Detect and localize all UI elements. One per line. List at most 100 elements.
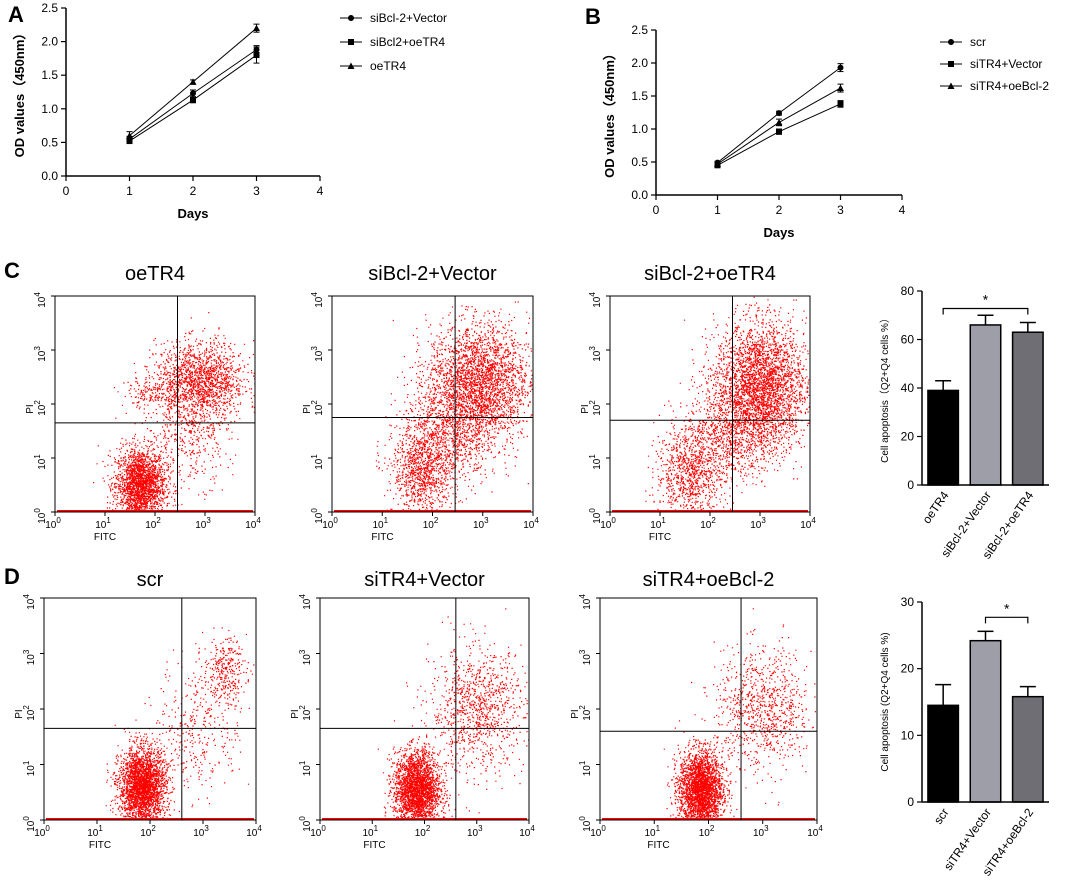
- data-point: [776, 128, 782, 135]
- x-tick-label: 1: [714, 203, 721, 217]
- tick-base: 10: [582, 820, 593, 832]
- significance-bracket: [984, 616, 1029, 624]
- tick-base: 10: [302, 765, 313, 777]
- tick-base: 10: [314, 512, 325, 524]
- x-tick-label: 3: [837, 203, 844, 217]
- flow-x-tick-label: 103: [473, 516, 489, 531]
- flow-y-tick-label: 101: [33, 454, 48, 470]
- y-tick-label: 80: [901, 284, 915, 298]
- tick-exponent: 1: [578, 760, 587, 765]
- flow-x-tick-label: 101: [87, 824, 103, 839]
- x-tick-label: 2: [776, 203, 783, 217]
- tick-exponent: 0: [45, 824, 50, 833]
- flow-y-tick-label: 104: [588, 292, 603, 308]
- tick-exponent: 0: [578, 816, 587, 821]
- flow-x-tick-label: 100: [34, 824, 50, 839]
- flow-y-title: PI: [580, 404, 591, 413]
- tick-exponent: 1: [22, 760, 31, 765]
- flow-x-tick-label: 100: [310, 824, 326, 839]
- tick-base: 10: [322, 520, 334, 531]
- tick-exponent: 2: [426, 824, 431, 833]
- tick-exponent: 4: [530, 824, 535, 833]
- flow-y-tick-label: 101: [588, 454, 603, 470]
- tick-base: 10: [37, 404, 48, 416]
- tick-base: 10: [582, 598, 593, 610]
- tick-exponent: 4: [298, 594, 307, 599]
- tick-exponent: 1: [310, 454, 319, 459]
- tick-base: 10: [87, 828, 99, 839]
- flow-y-tick-label: 103: [310, 346, 325, 362]
- flow-y-title: PI: [302, 404, 313, 413]
- tick-base: 10: [473, 520, 485, 531]
- line-chart-a: 0 1 2 3 4 0.0 0.5 1.0 1.5 2.0 2.5 Days OD values（450…: [12, 1, 447, 221]
- flow-y-tick-label: 102: [33, 400, 48, 416]
- flow-x-tick-label: 103: [750, 516, 766, 531]
- data-point: [837, 100, 844, 107]
- panel-label-c: C: [4, 258, 20, 283]
- flow-events: [105, 627, 255, 820]
- flow-x-tick-label: 103: [753, 824, 769, 839]
- flow-y-tick-label: 100: [588, 508, 603, 524]
- bar: [1011, 695, 1044, 803]
- data-point: [837, 84, 844, 92]
- flow-x-tick-label: 100: [322, 516, 338, 531]
- flow-title: siBcl-2+oeTR4: [644, 263, 776, 285]
- tick-exponent: 1: [298, 760, 307, 765]
- tick-exponent: 3: [206, 516, 211, 525]
- significance-bracket: [942, 307, 1029, 315]
- tick-base: 10: [310, 828, 322, 839]
- x-tick-label: 2: [190, 184, 197, 198]
- tick-base: 10: [26, 709, 37, 721]
- data-point: [126, 132, 133, 139]
- bar: [1011, 331, 1044, 486]
- flow-x-tick-label: 103: [195, 516, 211, 531]
- flow-y-tick-label: 104: [33, 292, 48, 308]
- tick-base: 10: [26, 654, 37, 666]
- tick-base: 10: [34, 828, 46, 839]
- bar: [969, 639, 1002, 803]
- y-tick-label: 2.5: [41, 1, 58, 15]
- tick-exponent: 3: [33, 346, 42, 351]
- tick-base: 10: [700, 520, 712, 531]
- tick-exponent: 4: [257, 824, 262, 833]
- flow-y-title: PI: [25, 404, 36, 413]
- tick-base: 10: [800, 520, 812, 531]
- x-tick-label: 4: [899, 203, 906, 217]
- flow-y-tick-label: 102: [298, 705, 313, 721]
- tick-exponent: 3: [578, 649, 587, 654]
- tick-base: 10: [195, 520, 207, 531]
- x-tick-label: 1: [126, 184, 133, 198]
- flow-x-tick-label: 103: [193, 824, 209, 839]
- data-point: [775, 118, 783, 126]
- tick-base: 10: [415, 828, 427, 839]
- flow-events: [375, 301, 533, 512]
- tick-base: 10: [699, 828, 711, 839]
- y-tick-label: 20: [901, 662, 915, 676]
- flow-y-tick-label: 100: [310, 508, 325, 524]
- bar: [927, 704, 960, 803]
- tick-base: 10: [423, 520, 435, 531]
- tick-base: 10: [362, 828, 374, 839]
- y-tick-label: 10: [901, 728, 915, 742]
- flow-x-tick-label: 102: [415, 824, 431, 839]
- y-tick-label: 2.5: [631, 23, 648, 37]
- flow-x-tick-label: 102: [700, 516, 716, 531]
- flow-plots-d: scr100100101101102102103103104104FITCPIs…: [14, 569, 823, 851]
- tick-base: 10: [590, 828, 602, 839]
- y-tick-label: 0: [907, 795, 914, 809]
- tick-exponent: 4: [818, 824, 823, 833]
- y-tick-label: 0.5: [41, 135, 58, 149]
- tick-base: 10: [314, 404, 325, 416]
- flow-y-tick-label: 102: [578, 705, 593, 721]
- flow-events: [663, 608, 816, 820]
- tick-base: 10: [750, 520, 762, 531]
- tick-base: 10: [37, 350, 48, 362]
- flow-x-tick-label: 100: [590, 824, 606, 839]
- x-tick-label: 0: [63, 184, 70, 198]
- flow-x-tick-label: 104: [519, 824, 535, 839]
- category-label: oeTR4: [919, 488, 951, 526]
- tick-base: 10: [37, 512, 48, 524]
- x-tick-label: 3: [253, 184, 260, 198]
- legend-label: oeTR4: [370, 59, 406, 73]
- tick-base: 10: [372, 520, 384, 531]
